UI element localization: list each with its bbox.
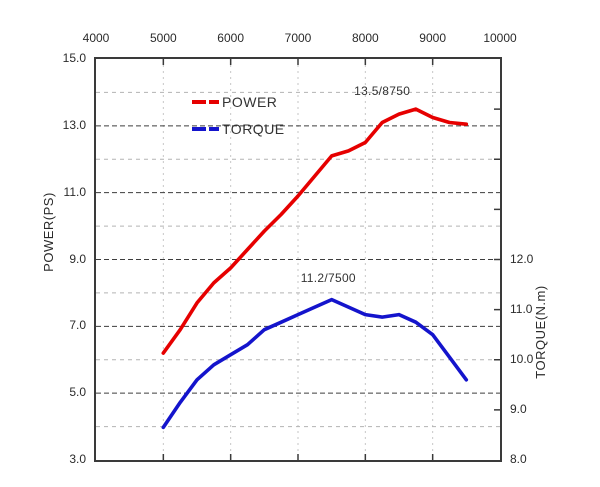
left-axis-tick-label: 9.0 bbox=[69, 251, 86, 266]
legend-line-icon bbox=[192, 100, 219, 104]
torque-curve bbox=[161, 297, 469, 430]
peak-annotation: 11.2/7500 bbox=[300, 270, 356, 285]
legend: POWER TORQUE bbox=[192, 93, 285, 138]
x-axis-tick-label: 8000 bbox=[351, 31, 379, 45]
right-axis-title: TORQUE(N.m) bbox=[533, 285, 548, 379]
x-axis-tick-label: 10000 bbox=[483, 31, 517, 45]
legend-item-torque: TORQUE bbox=[192, 120, 285, 138]
left-axis-tick-label: 5.0 bbox=[69, 385, 86, 400]
left-axis-tick-label: 7.0 bbox=[69, 318, 86, 333]
left-axis-tick-label: 13.0 bbox=[62, 117, 86, 132]
x-axis-tick-label: 4000 bbox=[82, 31, 110, 45]
right-axis-tick-label: 9.0 bbox=[510, 401, 527, 416]
left-axis-tick-label: 11.0 bbox=[63, 184, 86, 199]
x-axis-tick-label: 9000 bbox=[419, 31, 446, 45]
right-axis-tick-label: 11.0 bbox=[510, 301, 533, 316]
right-axis-tick-label: 10.0 bbox=[510, 351, 534, 366]
x-axis-tick-label: 6000 bbox=[217, 31, 244, 45]
chart-canvas bbox=[96, 59, 500, 460]
left-axis-tick-label: 3.0 bbox=[69, 452, 86, 466]
legend-line-icon bbox=[192, 127, 219, 131]
plot-area: POWER TORQUE 13.5/8750 11.2/7500 bbox=[94, 57, 502, 462]
right-axis-tick-label: 12.0 bbox=[510, 251, 534, 266]
power-curve bbox=[161, 107, 469, 355]
left-axis-title: POWER(PS) bbox=[41, 192, 56, 272]
x-axis-tick-label: 7000 bbox=[284, 31, 312, 45]
peak-annotation: 13.5/8750 bbox=[354, 83, 411, 98]
right-axis-tick-label: 8.0 bbox=[510, 452, 527, 466]
left-axis-tick-label: 15.0 bbox=[62, 51, 86, 65]
x-axis-tick-label: 5000 bbox=[149, 31, 177, 45]
legend-label: TORQUE bbox=[222, 121, 285, 137]
legend-label: POWER bbox=[222, 94, 278, 110]
legend-item-power: POWER bbox=[192, 93, 285, 111]
